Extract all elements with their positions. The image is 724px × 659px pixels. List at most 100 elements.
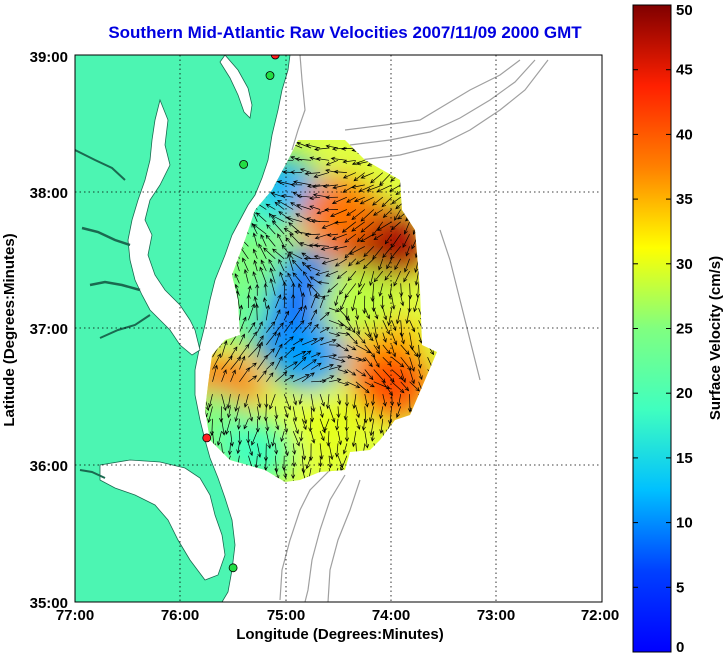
velocity-arrow <box>409 381 420 392</box>
velocity-arrow <box>353 196 365 203</box>
velocity-arrow <box>400 356 412 371</box>
velocity-arrow <box>337 394 342 406</box>
velocity-arrow <box>362 295 367 315</box>
velocity-arrow <box>251 430 258 446</box>
velocity-arrow <box>394 209 402 221</box>
velocity-arrow <box>331 196 348 204</box>
velocity-arrow <box>348 258 357 267</box>
y-tick-labels: 39:00 38:00 37:00 36:00 35:00 <box>30 49 68 612</box>
velocity-arrow <box>279 271 285 284</box>
velocity-arrow <box>205 393 210 412</box>
velocity-arrow <box>321 258 339 265</box>
velocity-arrow <box>409 332 414 351</box>
velocity-arrow <box>391 381 405 394</box>
velocity-arrow <box>257 369 267 383</box>
velocity-arrow <box>266 372 274 383</box>
velocity-arrow <box>346 381 361 389</box>
velocity-arrow <box>325 195 339 200</box>
velocity-arrow <box>296 203 312 210</box>
velocity-arrow <box>400 344 410 356</box>
velocity-arrow <box>325 159 339 166</box>
velocity-arrow <box>328 378 342 383</box>
velocity-arrow <box>373 320 379 339</box>
velocity-arrow <box>351 221 366 232</box>
velocity-arrow <box>353 172 366 182</box>
velocity-arrow <box>342 443 348 455</box>
velocity-arrow <box>263 443 269 462</box>
velocity-arrow <box>418 369 423 381</box>
velocity-arrow <box>399 283 404 297</box>
velocity-arrow <box>252 248 258 259</box>
velocity-arrow <box>271 431 276 447</box>
velocity-arrow <box>373 233 383 241</box>
velocity-arrow <box>310 309 317 321</box>
velocity-arrow <box>337 344 350 352</box>
velocity-arrow <box>370 431 375 442</box>
velocity-arrow <box>281 244 294 260</box>
velocity-arrow <box>390 394 395 407</box>
velocity-arrow <box>301 418 307 431</box>
velocity-arrow <box>360 209 375 222</box>
velocity-arrow <box>326 431 331 447</box>
velocity-arrow <box>334 258 348 267</box>
velocity-arrow <box>390 233 401 249</box>
velocity-arrow <box>320 246 339 251</box>
velocity-arrow <box>376 221 392 231</box>
velocity-arrow <box>364 332 374 342</box>
velocity-arrow <box>309 196 321 201</box>
colorbar <box>632 4 672 653</box>
velocity-arrow <box>291 259 303 272</box>
velocity-arrow <box>248 331 258 346</box>
velocity-arrow <box>299 431 304 442</box>
velocity-arrow <box>372 196 384 206</box>
velocity-arrow <box>274 331 281 346</box>
velocity-arrow <box>304 232 321 237</box>
velocity-arrow <box>301 406 308 425</box>
velocity-arrow <box>299 241 312 247</box>
velocity-arrow <box>355 320 361 336</box>
velocity-arrow <box>355 406 360 419</box>
velocity-arrow <box>391 196 401 204</box>
velocity-arrow <box>309 205 321 210</box>
velocity-arrow <box>334 443 340 458</box>
velocity-region <box>289 390 366 459</box>
velocity-arrow <box>325 270 339 277</box>
velocity-arrow <box>405 246 410 257</box>
velocity-arrow <box>243 268 249 284</box>
velocity-arrow <box>295 213 312 223</box>
velocity-arrow <box>382 209 392 218</box>
velocity-arrow <box>333 246 347 251</box>
velocity-arrow <box>382 394 387 407</box>
velocity-arrow <box>257 335 264 346</box>
velocity-arrow <box>328 319 344 327</box>
velocity-arrow <box>364 356 373 368</box>
velocity-arrow <box>247 285 252 296</box>
velocity-arrow <box>208 394 213 408</box>
velocity-arrow <box>301 372 315 383</box>
velocity-arrow <box>413 295 419 313</box>
velocity-arrow <box>337 431 343 446</box>
velocity-arrow <box>292 272 303 284</box>
y-tick: 39:00 <box>30 49 68 66</box>
velocity-arrow <box>391 332 398 346</box>
radar-station-marker <box>270 55 280 60</box>
velocity-region <box>300 178 377 247</box>
velocity-arrow <box>331 146 347 151</box>
velocity-arrow <box>293 180 312 186</box>
velocity-arrow <box>337 320 352 331</box>
velocity-arrow <box>308 243 321 248</box>
velocity-arrow <box>258 243 267 259</box>
velocity-arrow <box>373 369 386 384</box>
velocity-arrow <box>266 331 277 346</box>
velocity-arrow <box>292 394 298 406</box>
velocity-arrow <box>291 455 296 468</box>
x-axis-label: Longitude (Degrees:Minutes) <box>236 626 444 643</box>
velocity-arrow <box>310 337 325 346</box>
velocity-arrow <box>346 196 357 203</box>
velocity-arrow <box>236 418 241 430</box>
velocity-arrow <box>364 431 370 449</box>
velocity-arrow <box>226 394 231 409</box>
velocity-arrow <box>339 283 348 295</box>
x-tick-labels: 77:00 76:00 75:00 74:00 73:00 72:00 <box>56 607 619 624</box>
velocity-arrow <box>332 184 347 190</box>
